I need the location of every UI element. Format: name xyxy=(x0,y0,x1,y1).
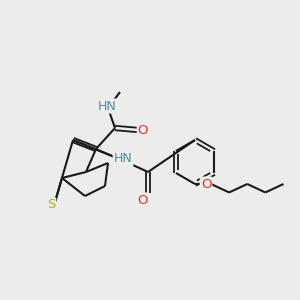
Text: O: O xyxy=(201,178,211,190)
Text: HN: HN xyxy=(114,152,132,166)
Text: O: O xyxy=(138,194,148,206)
Text: HN: HN xyxy=(98,100,116,112)
Text: O: O xyxy=(138,124,148,136)
Text: S: S xyxy=(47,199,55,212)
